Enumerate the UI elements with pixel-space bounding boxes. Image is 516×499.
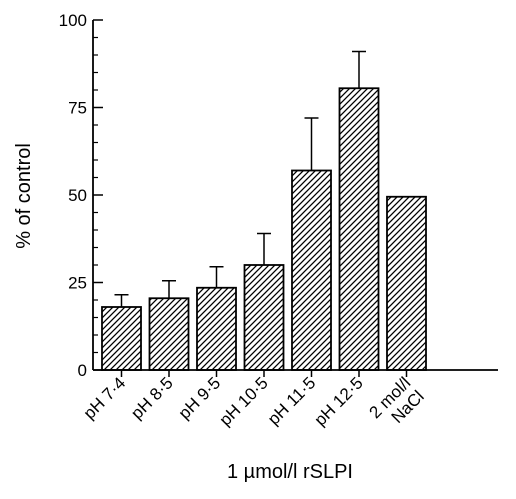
bar bbox=[291, 169, 332, 371]
bar bbox=[148, 297, 190, 371]
x-axis-label: 1 µmol/l rSLPI bbox=[227, 461, 353, 483]
x-tick-label: pH 11·5 bbox=[264, 373, 319, 428]
x-tick-label: pH 10·5 bbox=[216, 373, 272, 429]
y-tick-label: 0 bbox=[78, 361, 87, 380]
y-tick-label: 50 bbox=[68, 186, 87, 205]
bar bbox=[386, 195, 427, 371]
x-axis-ticks: pH 7·4pH 8·5pH 9·5pH 10·5pH 11·5pH 12·52… bbox=[80, 370, 428, 435]
y-tick-label: 75 bbox=[68, 99, 87, 118]
bar bbox=[243, 264, 285, 371]
x-tick-label: 2 mol/lNaCl bbox=[365, 373, 427, 435]
bar bbox=[101, 306, 142, 371]
y-axis-label: % of control bbox=[13, 143, 35, 249]
error-bars bbox=[114, 50, 366, 307]
bars bbox=[101, 87, 427, 371]
y-axis-ticks: 0 25 50 75 100 bbox=[59, 11, 103, 380]
x-tick-label: pH 12·5 bbox=[311, 373, 367, 429]
bar bbox=[196, 286, 237, 371]
x-tick-label: pH 8·5 bbox=[127, 373, 177, 423]
y-tick-label: 25 bbox=[68, 274, 87, 293]
y-tick-label: 100 bbox=[59, 11, 87, 30]
x-tick-label: pH 7·4 bbox=[80, 373, 130, 423]
bar bbox=[338, 87, 380, 371]
